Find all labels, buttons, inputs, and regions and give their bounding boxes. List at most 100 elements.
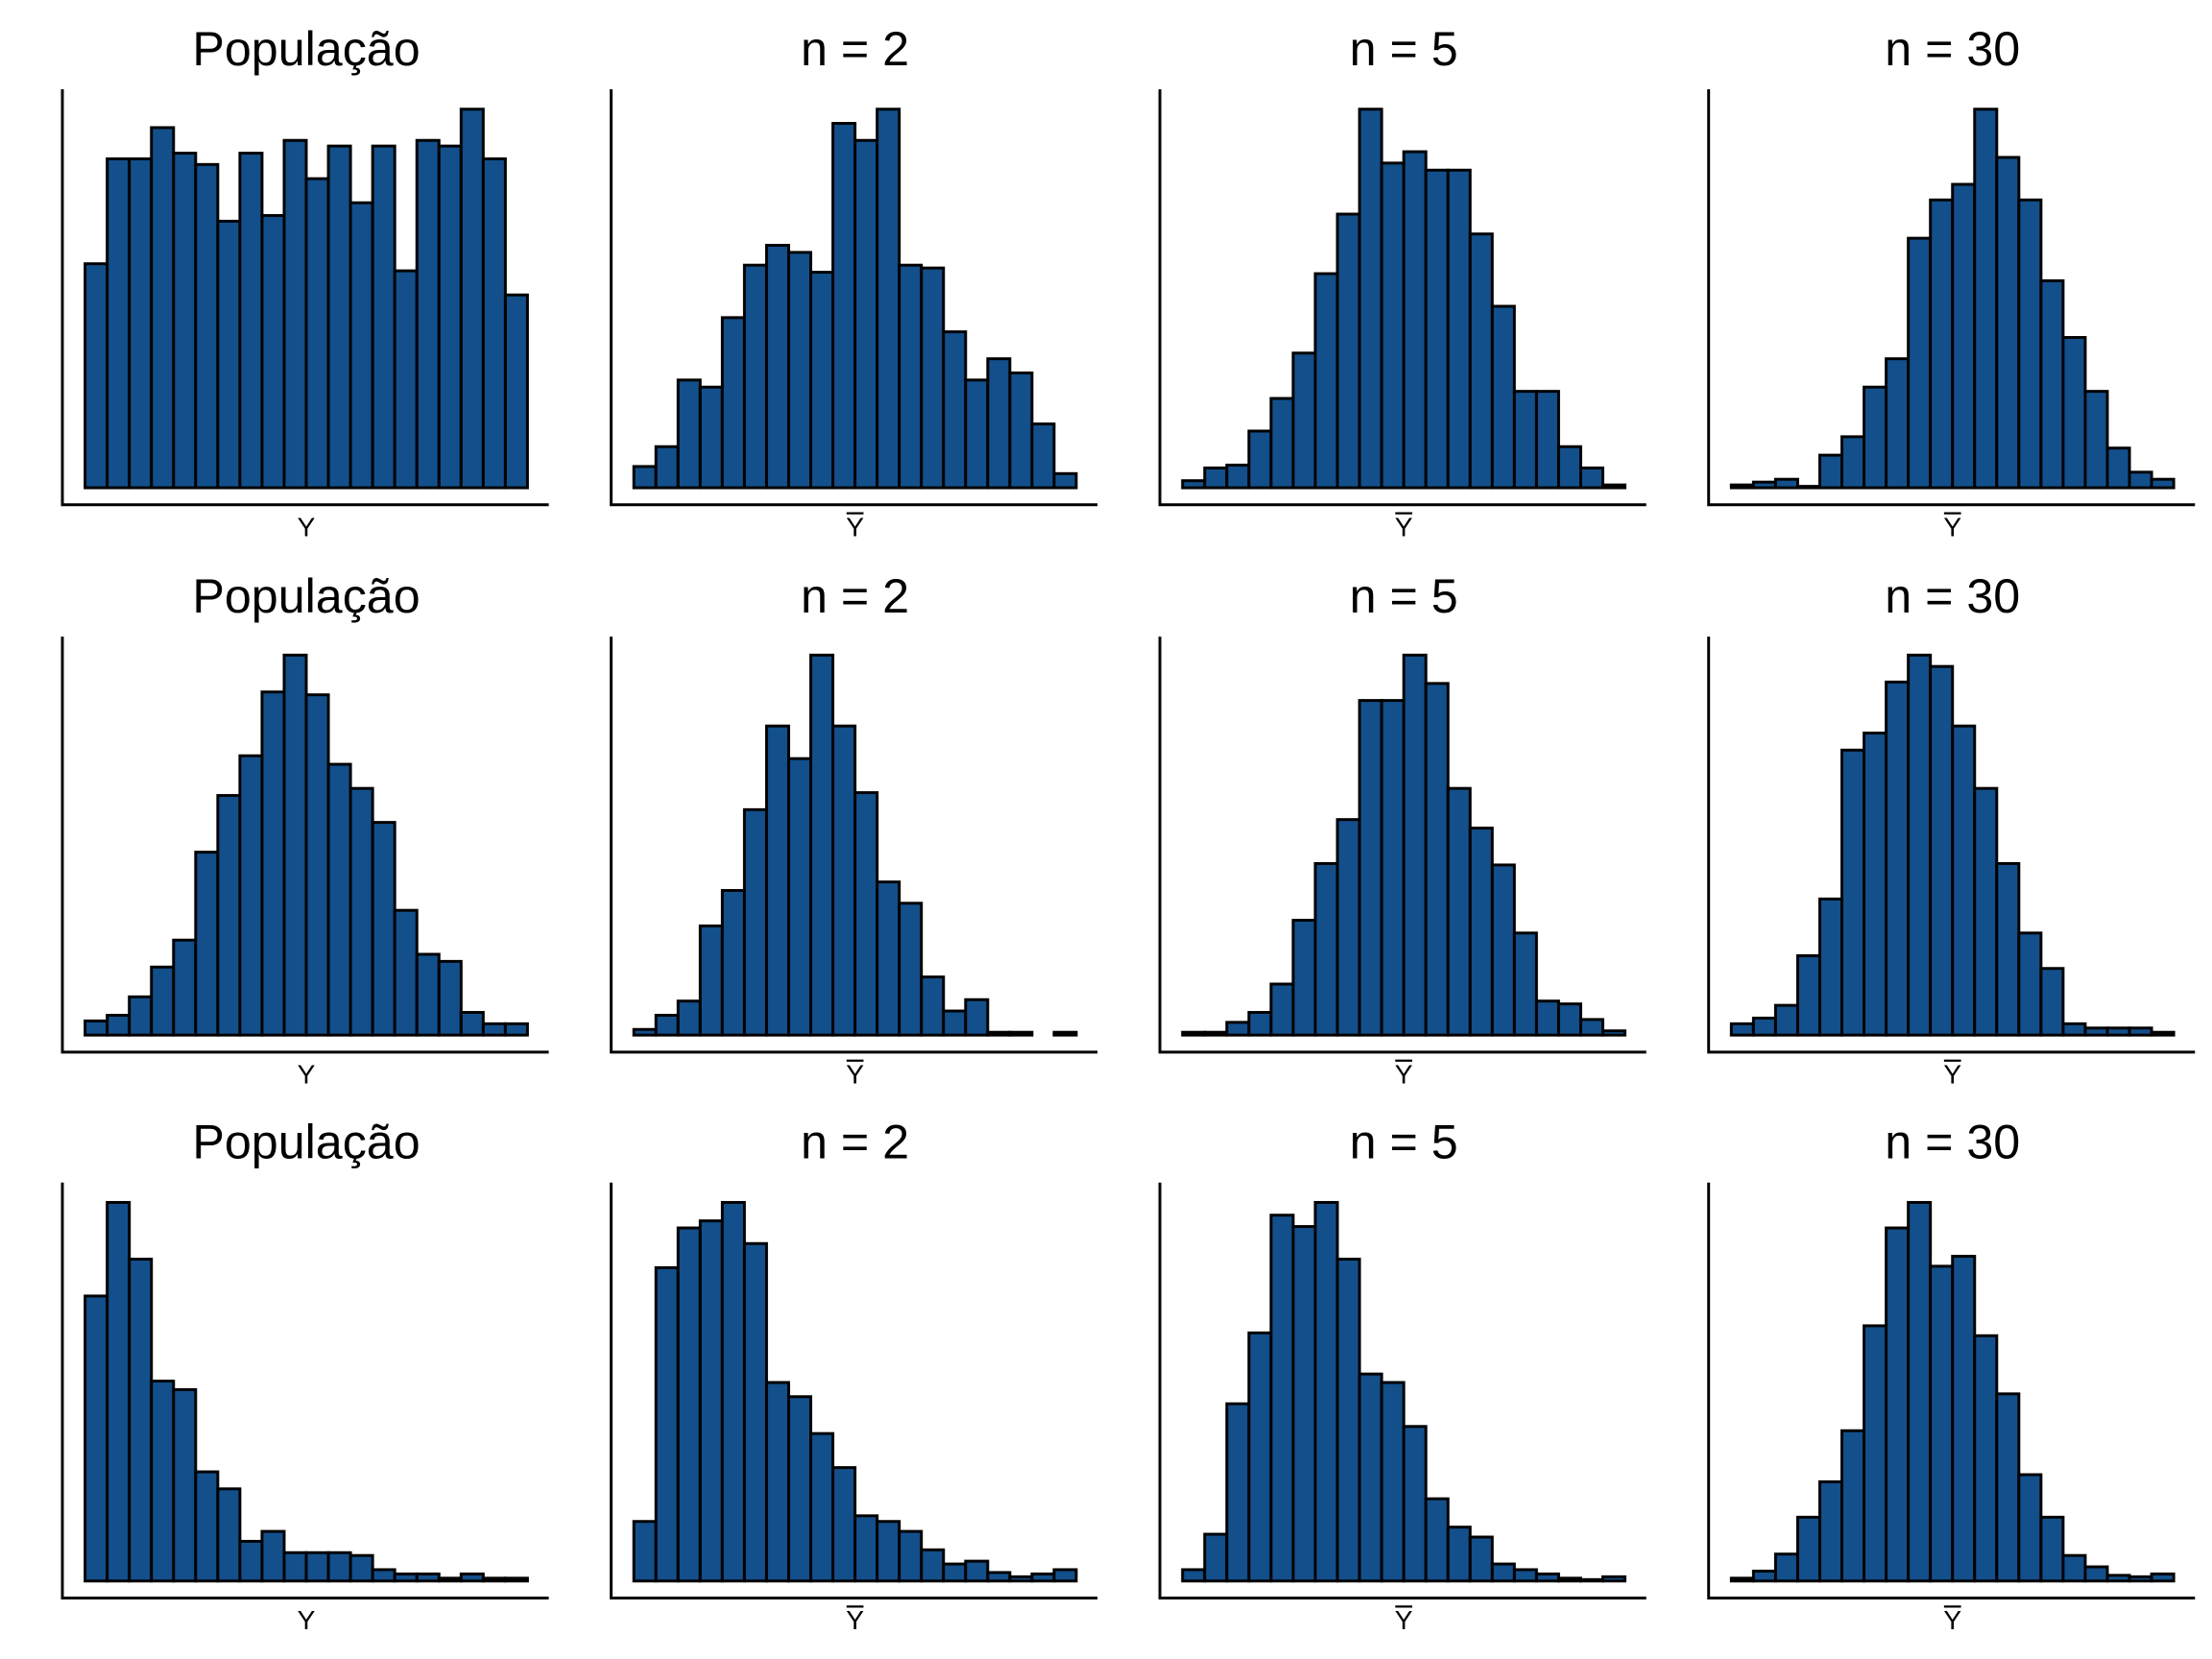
histogram-bar	[898, 263, 924, 490]
histogram-bar	[1818, 1479, 1844, 1583]
histogram-bar	[1269, 982, 1295, 1037]
histogram-bar	[349, 786, 374, 1037]
histogram-bar	[2083, 390, 2109, 490]
histogram-bar	[2017, 931, 2043, 1037]
histogram-bar	[1380, 699, 1406, 1037]
histogram-bar	[106, 156, 132, 490]
histogram-panel: População Y	[60, 569, 549, 1089]
histogram-bar	[1863, 732, 1888, 1037]
histogram-bar	[1512, 931, 1538, 1037]
histogram-bar	[216, 219, 242, 490]
histogram-bar	[1578, 1018, 1604, 1037]
histogram-bar	[304, 693, 330, 1037]
histogram-bar	[676, 378, 702, 490]
histogram-bar	[809, 653, 835, 1037]
histogram-bar	[1556, 445, 1582, 490]
histogram-bar	[1424, 1497, 1450, 1583]
histogram-bar	[876, 108, 902, 490]
histogram-panel: n = 30 Y	[1707, 569, 2196, 1089]
histogram-bar	[2128, 1026, 2153, 1037]
x-axis-label: Y	[846, 1605, 864, 1635]
histogram-bar	[1601, 1029, 1627, 1037]
histogram-bar	[1335, 818, 1361, 1037]
histogram-bar	[1534, 999, 1560, 1037]
histogram-bar	[304, 1551, 330, 1583]
histogram-bar	[742, 807, 768, 1037]
histogram-bar	[194, 851, 220, 1037]
histogram-bar	[1929, 664, 1955, 1037]
histogram-bar	[1951, 1255, 1977, 1583]
histogram-bar	[238, 152, 264, 490]
x-axis-label: Y	[1395, 1605, 1413, 1635]
histogram-bar	[415, 138, 441, 490]
histogram-bar	[786, 251, 812, 490]
histogram-bar	[1181, 479, 1207, 490]
histogram-bar	[1751, 1016, 1777, 1037]
histogram-bar	[654, 1014, 680, 1037]
histogram-bar	[106, 1014, 132, 1037]
histogram-bar	[238, 754, 264, 1037]
histogram-bar	[1269, 397, 1295, 490]
histogram-bar	[1578, 1577, 1604, 1583]
histogram-panel: População Y	[60, 22, 549, 541]
histogram-bar	[349, 1553, 374, 1583]
histogram-bar	[1601, 1575, 1627, 1583]
histogram-bar	[2150, 1030, 2176, 1037]
histogram-bar	[1358, 699, 1383, 1037]
histogram-bar	[2150, 477, 2176, 490]
histogram-bar	[106, 1200, 132, 1583]
histogram-bar	[1380, 161, 1406, 490]
histogram-bar	[1973, 1334, 1999, 1583]
histogram-bar	[1995, 861, 2021, 1037]
histogram-bar	[128, 1258, 154, 1583]
histogram-bar	[942, 330, 968, 490]
panel-title: n = 2	[801, 569, 909, 623]
histogram-bar	[964, 378, 990, 490]
histogram-bar	[986, 357, 1012, 490]
histogram-bar	[1601, 483, 1627, 490]
panel-title: n = 5	[1350, 1116, 1458, 1169]
histogram-bar	[216, 1487, 242, 1583]
histogram-bar	[1818, 453, 1844, 490]
x-axis-label: Y	[298, 512, 316, 541]
histogram-bar	[1247, 1011, 1273, 1037]
histogram-bar	[720, 1200, 746, 1583]
histogram-bar	[1225, 1021, 1251, 1037]
histogram-bar	[150, 126, 176, 490]
axes	[60, 1182, 549, 1599]
histogram-bar	[698, 1219, 724, 1583]
panel-title: n = 30	[1885, 1116, 2020, 1169]
histogram-bar	[920, 1548, 946, 1583]
histogram-bar	[1840, 1429, 1866, 1583]
histogram-bar	[964, 998, 990, 1037]
histogram-bar	[304, 177, 330, 490]
histogram-bar	[172, 152, 198, 490]
histogram-bar	[1446, 1526, 1472, 1583]
histogram-bar	[84, 1019, 109, 1037]
histogram-bar	[854, 138, 879, 490]
histogram-bar	[1247, 429, 1273, 490]
histogram-bar	[1468, 232, 1494, 490]
x-axis-label: Y	[1395, 512, 1413, 541]
histogram-panel: n = 2 Y	[610, 22, 1098, 541]
histogram-bar	[876, 1520, 902, 1583]
histogram-bar	[371, 144, 397, 490]
histogram-bar	[1818, 897, 1844, 1037]
histogram-bar	[1951, 182, 1977, 490]
histogram-bar	[632, 1520, 658, 1583]
x-axis-label: Y	[1395, 1059, 1413, 1089]
histogram-bar	[764, 244, 790, 490]
histogram-bar	[437, 144, 463, 490]
histogram-bar	[1907, 236, 1933, 490]
histogram-bar	[1225, 1402, 1251, 1583]
histogram-bar	[698, 385, 724, 490]
histogram-bar	[128, 995, 154, 1037]
histogram-bar	[1840, 435, 1866, 490]
histogram-panel: n = 5 Y	[1158, 569, 1647, 1089]
histogram-bar	[809, 1431, 835, 1583]
histogram-bar	[676, 999, 702, 1037]
histogram-bar	[1512, 390, 1538, 490]
histogram-bar	[1468, 827, 1494, 1037]
histogram-bar	[1751, 1569, 1777, 1583]
